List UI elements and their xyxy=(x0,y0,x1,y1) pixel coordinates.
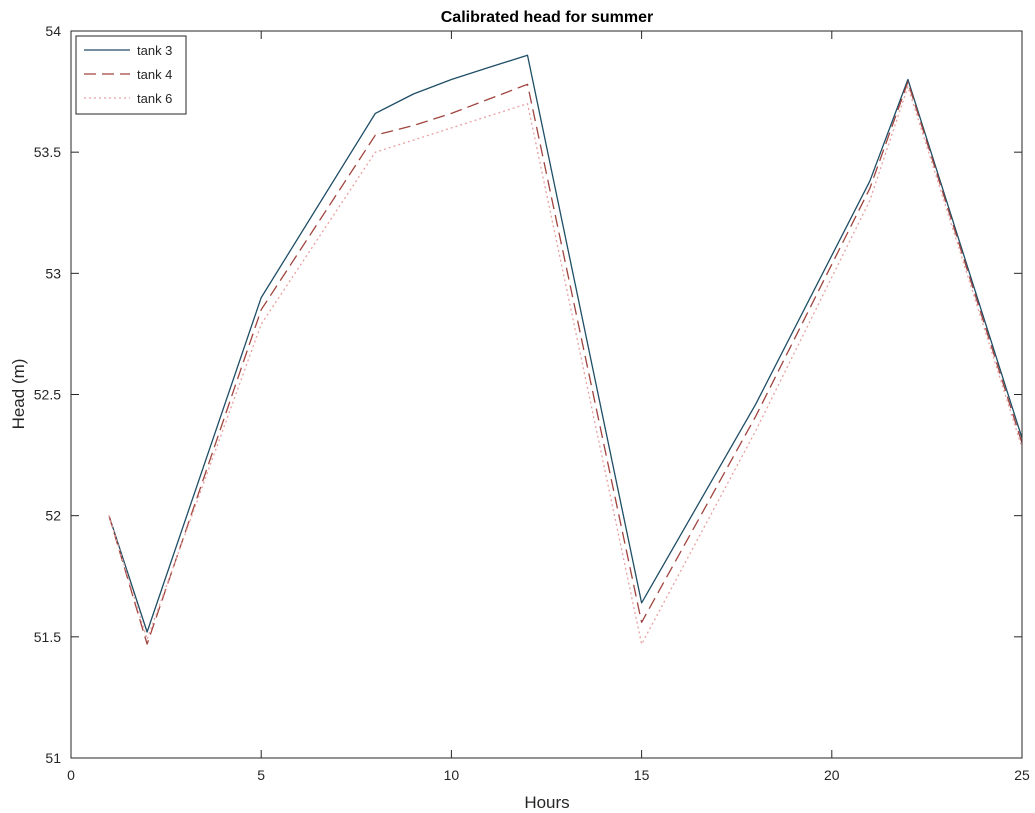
x-tick-label: 20 xyxy=(824,767,840,783)
plot-area xyxy=(71,31,1022,758)
legend-box xyxy=(75,35,187,115)
y-tick-label: 51 xyxy=(45,750,61,766)
y-tick-label: 52 xyxy=(45,508,61,524)
y-tick-label: 53.5 xyxy=(34,144,61,160)
legend-label: tank 3 xyxy=(137,43,172,58)
x-tick-label: 15 xyxy=(634,767,650,783)
x-tick-label: 0 xyxy=(67,767,75,783)
x-tick-label: 10 xyxy=(444,767,460,783)
series-line-tank-6 xyxy=(108,86,1023,645)
x-tick-label: 5 xyxy=(257,767,265,783)
y-tick-label: 53 xyxy=(45,265,61,281)
y-axis-label: Head (m) xyxy=(9,359,28,430)
y-tick-label: 54 xyxy=(45,23,61,39)
y-tick-label: 52.5 xyxy=(34,387,61,403)
chart-title: Calibrated head for summer xyxy=(441,9,654,26)
series-layer xyxy=(108,54,1023,645)
legend-label: tank 4 xyxy=(137,67,172,82)
plot-background xyxy=(71,31,1022,758)
series-line-tank-3 xyxy=(108,54,1023,633)
legend-label: tank 6 xyxy=(137,91,172,106)
legend: tank 3 tank 4 tank 6 xyxy=(75,35,187,115)
x-tick-label: 25 xyxy=(1014,767,1030,783)
series-line-tank-4 xyxy=(108,81,1023,645)
y-tick-label: 51.5 xyxy=(34,629,61,645)
ticks-layer: 0 5 10 15 20 25 51 51.5 52 52.5 53 53.5 54 xyxy=(34,23,1030,783)
x-axis-label: Hours xyxy=(524,793,569,812)
